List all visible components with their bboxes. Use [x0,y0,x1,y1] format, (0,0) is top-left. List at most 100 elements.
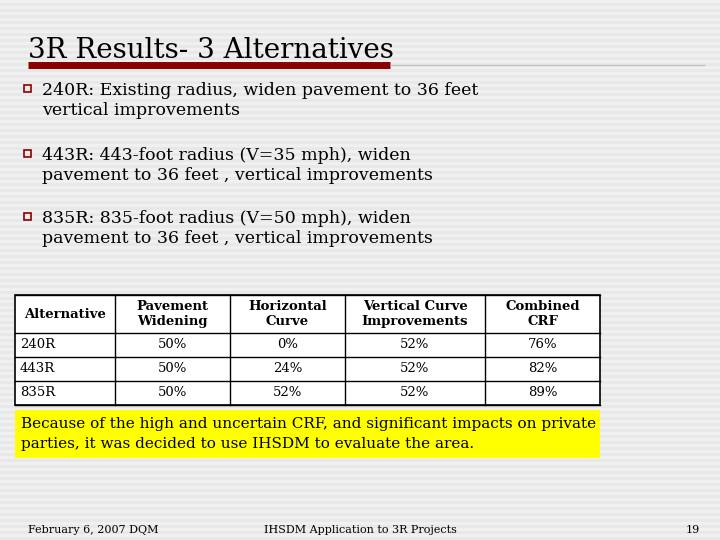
Bar [0,462,720,465]
Bar [0,78,720,80]
Bar [0,60,720,63]
Bar [0,342,720,345]
Bar [0,288,720,291]
Bar [0,414,720,417]
Bar [0,210,720,213]
Bar [0,282,720,285]
Bar [0,402,720,404]
Bar [15,295,600,405]
Bar [0,312,720,315]
Bar [0,186,720,188]
Bar [0,162,720,165]
Bar [0,270,720,273]
Bar [0,366,720,369]
Bar [0,204,720,207]
Text: 240R: Existing radius, widen pavement to 36 feet: 240R: Existing radius, widen pavement to… [42,82,478,99]
Bar [0,216,720,219]
Bar [0,390,720,393]
Bar [0,24,720,26]
Bar [0,408,720,411]
Bar [0,48,720,51]
Bar [0,450,720,453]
Text: 240R: 240R [20,339,55,352]
Text: Pavement
Widening: Pavement Widening [137,300,209,328]
Bar [0,486,720,489]
Text: 835R: 835-foot radius (V=50 mph), widen: 835R: 835-foot radius (V=50 mph), widen [42,210,411,227]
Bar [0,480,720,483]
Text: 50%: 50% [158,339,187,352]
Bar [0,528,720,531]
Bar [0,294,720,296]
Text: 443R: 443-foot radius (V=35 mph), widen: 443R: 443-foot radius (V=35 mph), widen [42,147,410,164]
Bar [0,108,720,111]
Bar [0,198,720,201]
Bar [0,228,720,231]
Bar [0,438,720,441]
Bar [0,96,720,99]
Text: 24%: 24% [273,362,302,375]
Text: Alternative: Alternative [24,307,106,321]
Text: 50%: 50% [158,362,187,375]
Text: 89%: 89% [528,387,557,400]
Bar [0,150,720,153]
Text: 52%: 52% [400,362,430,375]
Bar [0,138,720,141]
Text: 3R Results- 3 Alternatives: 3R Results- 3 Alternatives [28,37,394,64]
Bar [0,6,720,9]
Text: 50%: 50% [158,387,187,400]
Bar [0,42,720,45]
Text: Because of the high and uncertain CRF, and significant impacts on private
partie: Because of the high and uncertain CRF, a… [21,417,596,451]
Text: 82%: 82% [528,362,557,375]
Bar [0,498,720,501]
Bar [0,324,720,327]
Text: 52%: 52% [400,387,430,400]
Bar [0,126,720,129]
Bar [0,444,720,447]
Bar [0,36,720,39]
Text: Horizontal
Curve: Horizontal Curve [248,300,327,328]
Bar [0,30,720,33]
Bar [0,522,720,525]
Bar [0,276,720,279]
Text: 19: 19 [685,525,700,535]
Bar [0,240,720,242]
Text: pavement to 36 feet , vertical improvements: pavement to 36 feet , vertical improveme… [42,167,433,184]
Bar [0,54,720,57]
Bar [24,85,31,92]
Text: Vertical Curve
Improvements: Vertical Curve Improvements [361,300,468,328]
Bar [0,222,720,225]
Bar [0,132,720,134]
Bar [0,468,720,471]
Bar [0,510,720,512]
Bar [0,318,720,321]
Bar [0,114,720,117]
Bar [0,504,720,507]
Bar [0,378,720,381]
Bar [0,474,720,477]
Text: 835R: 835R [20,387,55,400]
Text: 76%: 76% [528,339,557,352]
Bar [24,213,31,220]
Bar [0,264,720,267]
Bar [0,66,720,69]
Bar [0,534,720,537]
Bar [0,456,720,458]
Text: 0%: 0% [277,339,298,352]
Bar [0,156,720,159]
Bar [0,516,720,519]
Bar [0,12,720,15]
Bar [0,300,720,303]
Bar [0,0,720,3]
Bar [0,372,720,375]
Bar [0,168,720,171]
Bar [0,234,720,237]
Bar [0,18,720,21]
Bar [0,84,720,87]
Bar [0,420,720,423]
Bar [0,174,720,177]
Bar [0,384,720,387]
Text: IHSDM Application to 3R Projects: IHSDM Application to 3R Projects [264,525,456,535]
Text: vertical improvements: vertical improvements [42,102,240,119]
Bar [0,492,720,495]
Bar [0,306,720,309]
